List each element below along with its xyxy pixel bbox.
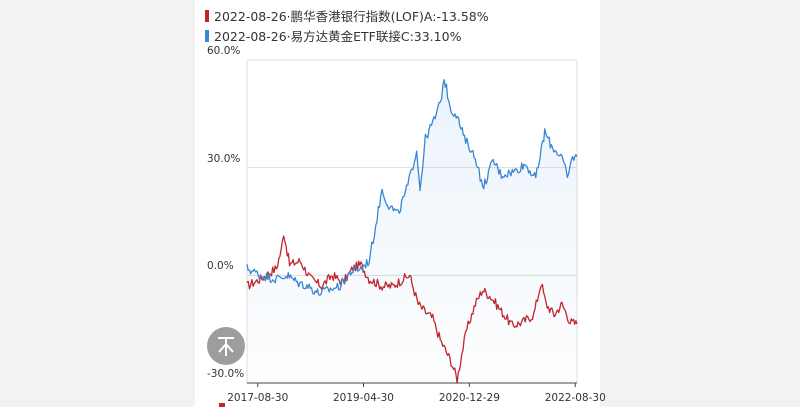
legend-color-marker — [205, 10, 209, 22]
legend-color-marker — [219, 403, 225, 407]
x-tick-label: 2020-12-29 — [438, 392, 500, 404]
y-tick-label: -30.0% — [207, 368, 245, 380]
y-tick-label: 30.0% — [207, 152, 241, 165]
series-line-0 — [246, 235, 578, 384]
x-tick-label: 2022-08-30 — [544, 392, 606, 404]
y-tick-label: 0.0% — [207, 260, 234, 273]
back-to-top-button[interactable] — [207, 327, 245, 365]
x-tick-label: 2017-08-30 — [227, 392, 289, 404]
y-tick-label: 60.0% — [207, 45, 241, 57]
legend-color-marker — [205, 30, 209, 42]
x-tick-label: 2019-04-30 — [332, 392, 394, 404]
legend-label: 2022-08-26·鹏华香港银行指数(LOF)A:-13.58% — [214, 9, 489, 24]
legend-item-series-1[interactable]: 2022-08-26·易方达黄金ETF联接C:33.10% — [205, 26, 461, 45]
series-line-1 — [246, 79, 578, 297]
legend-label: 2022-08-26·易方达黄金ETF联接C:33.10% — [214, 29, 462, 44]
legend-item-series-0[interactable]: 2022-08-26·鹏华香港银行指数(LOF)A:-13.58% — [205, 6, 489, 25]
series-area-fill — [247, 79, 577, 383]
back-to-top-icon — [218, 337, 234, 356]
